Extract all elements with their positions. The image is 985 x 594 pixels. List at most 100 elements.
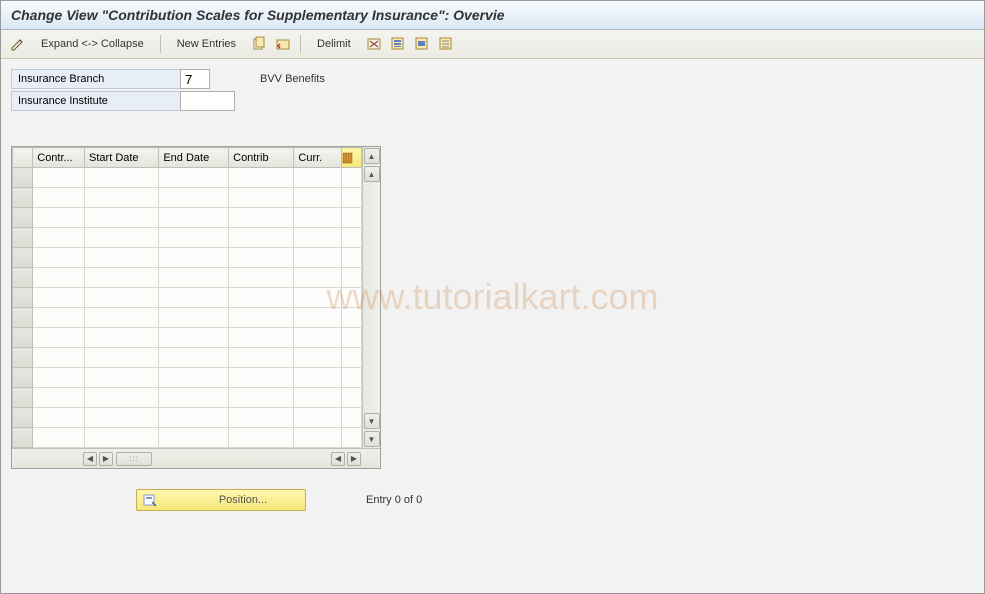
table-cell[interactable] xyxy=(159,408,229,428)
select-block-icon[interactable] xyxy=(413,35,431,53)
table-cell[interactable] xyxy=(229,188,294,208)
pencil-toggle-icon[interactable] xyxy=(9,35,27,53)
table-cell[interactable] xyxy=(33,208,85,228)
branch-input[interactable] xyxy=(180,69,210,89)
table-cell[interactable] xyxy=(229,368,294,388)
table-cell[interactable] xyxy=(294,168,341,188)
institute-input[interactable] xyxy=(180,91,235,111)
table-cell[interactable] xyxy=(159,388,229,408)
position-button[interactable]: Position... xyxy=(136,489,306,511)
table-cell[interactable] xyxy=(85,308,159,328)
table-cell[interactable] xyxy=(159,288,229,308)
table-cell[interactable] xyxy=(159,188,229,208)
row-selector[interactable] xyxy=(13,288,33,308)
table-cell[interactable] xyxy=(294,208,341,228)
table-cell[interactable] xyxy=(33,248,85,268)
table-cell[interactable] xyxy=(33,308,85,328)
table-cell[interactable] xyxy=(294,388,341,408)
row-selector[interactable] xyxy=(13,368,33,388)
table-cell[interactable] xyxy=(229,208,294,228)
row-selector[interactable] xyxy=(13,408,33,428)
table-cell[interactable] xyxy=(85,328,159,348)
select-all-icon[interactable] xyxy=(389,35,407,53)
table-cell[interactable] xyxy=(85,428,159,448)
row-selector[interactable] xyxy=(13,268,33,288)
scroll-down-icon[interactable]: ▼ xyxy=(364,413,380,429)
table-cell[interactable] xyxy=(85,368,159,388)
table-cell[interactable] xyxy=(229,308,294,328)
table-cell[interactable] xyxy=(159,368,229,388)
scroll-right-icon[interactable]: ▶ xyxy=(99,452,113,466)
col-header[interactable]: Contrib xyxy=(229,148,294,168)
table-cell[interactable] xyxy=(294,368,341,388)
table-cell[interactable] xyxy=(85,408,159,428)
delete-icon[interactable] xyxy=(365,35,383,53)
row-selector[interactable] xyxy=(13,428,33,448)
row-selector[interactable] xyxy=(13,388,33,408)
table-cell[interactable] xyxy=(33,428,85,448)
table-cell[interactable] xyxy=(159,328,229,348)
horizontal-scrollbar[interactable]: ◀ ▶ ::: ◀ ▶ xyxy=(12,448,380,468)
scroll-up-icon[interactable]: ▲ xyxy=(364,148,380,164)
table-cell[interactable] xyxy=(159,348,229,368)
new-entries-button[interactable]: New Entries xyxy=(169,36,244,52)
table-cell[interactable] xyxy=(229,288,294,308)
undo-icon[interactable] xyxy=(274,35,292,53)
table-cell[interactable] xyxy=(294,428,341,448)
vertical-scrollbar[interactable]: ▲ ▲ ▼ ▼ xyxy=(362,147,380,448)
table-cell[interactable] xyxy=(294,248,341,268)
table-cell[interactable] xyxy=(294,188,341,208)
table-cell[interactable] xyxy=(85,168,159,188)
table-cell[interactable] xyxy=(33,228,85,248)
table-cell[interactable] xyxy=(294,288,341,308)
scroll-left-icon[interactable]: ◀ xyxy=(83,452,97,466)
table-cell[interactable] xyxy=(85,388,159,408)
copy-icon[interactable] xyxy=(250,35,268,53)
table-cell[interactable] xyxy=(33,388,85,408)
table-cell[interactable] xyxy=(229,428,294,448)
row-selector[interactable] xyxy=(13,348,33,368)
table-cell[interactable] xyxy=(85,188,159,208)
scroll-right-icon[interactable]: ▶ xyxy=(347,452,361,466)
row-selector[interactable] xyxy=(13,188,33,208)
scroll-down-icon[interactable]: ▼ xyxy=(364,431,380,447)
table-cell[interactable] xyxy=(85,268,159,288)
row-selector[interactable] xyxy=(13,228,33,248)
table-cell[interactable] xyxy=(229,228,294,248)
col-header[interactable]: Start Date xyxy=(85,148,159,168)
table-cell[interactable] xyxy=(294,228,341,248)
col-header[interactable]: Curr. xyxy=(294,148,341,168)
table-cell[interactable] xyxy=(294,348,341,368)
table-cell[interactable] xyxy=(33,408,85,428)
scroll-up-icon[interactable]: ▲ xyxy=(364,166,380,182)
table-cell[interactable] xyxy=(85,228,159,248)
table-cell[interactable] xyxy=(159,208,229,228)
scroll-left-icon[interactable]: ◀ xyxy=(331,452,345,466)
table-cell[interactable] xyxy=(159,268,229,288)
expand-collapse-button[interactable]: Expand <-> Collapse xyxy=(33,36,152,52)
table-cell[interactable] xyxy=(159,428,229,448)
table-cell[interactable] xyxy=(229,168,294,188)
table-cell[interactable] xyxy=(33,368,85,388)
table-cell[interactable] xyxy=(85,208,159,228)
delimit-button[interactable]: Delimit xyxy=(309,36,359,52)
table-cell[interactable] xyxy=(33,168,85,188)
row-selector[interactable] xyxy=(13,248,33,268)
table-cell[interactable] xyxy=(229,408,294,428)
table-cell[interactable] xyxy=(294,328,341,348)
table-cell[interactable] xyxy=(159,248,229,268)
table-cell[interactable] xyxy=(229,328,294,348)
table-cell[interactable] xyxy=(33,328,85,348)
table-cell[interactable] xyxy=(159,308,229,328)
table-cell[interactable] xyxy=(85,248,159,268)
row-selector[interactable] xyxy=(13,308,33,328)
table-cell[interactable] xyxy=(85,288,159,308)
table-cell[interactable] xyxy=(229,248,294,268)
row-selector[interactable] xyxy=(13,328,33,348)
col-header[interactable]: Contr... xyxy=(33,148,85,168)
table-cell[interactable] xyxy=(85,348,159,368)
table-cell[interactable] xyxy=(159,228,229,248)
configure-columns-icon[interactable] xyxy=(341,148,361,168)
row-selector[interactable] xyxy=(13,168,33,188)
deselect-all-icon[interactable] xyxy=(437,35,455,53)
